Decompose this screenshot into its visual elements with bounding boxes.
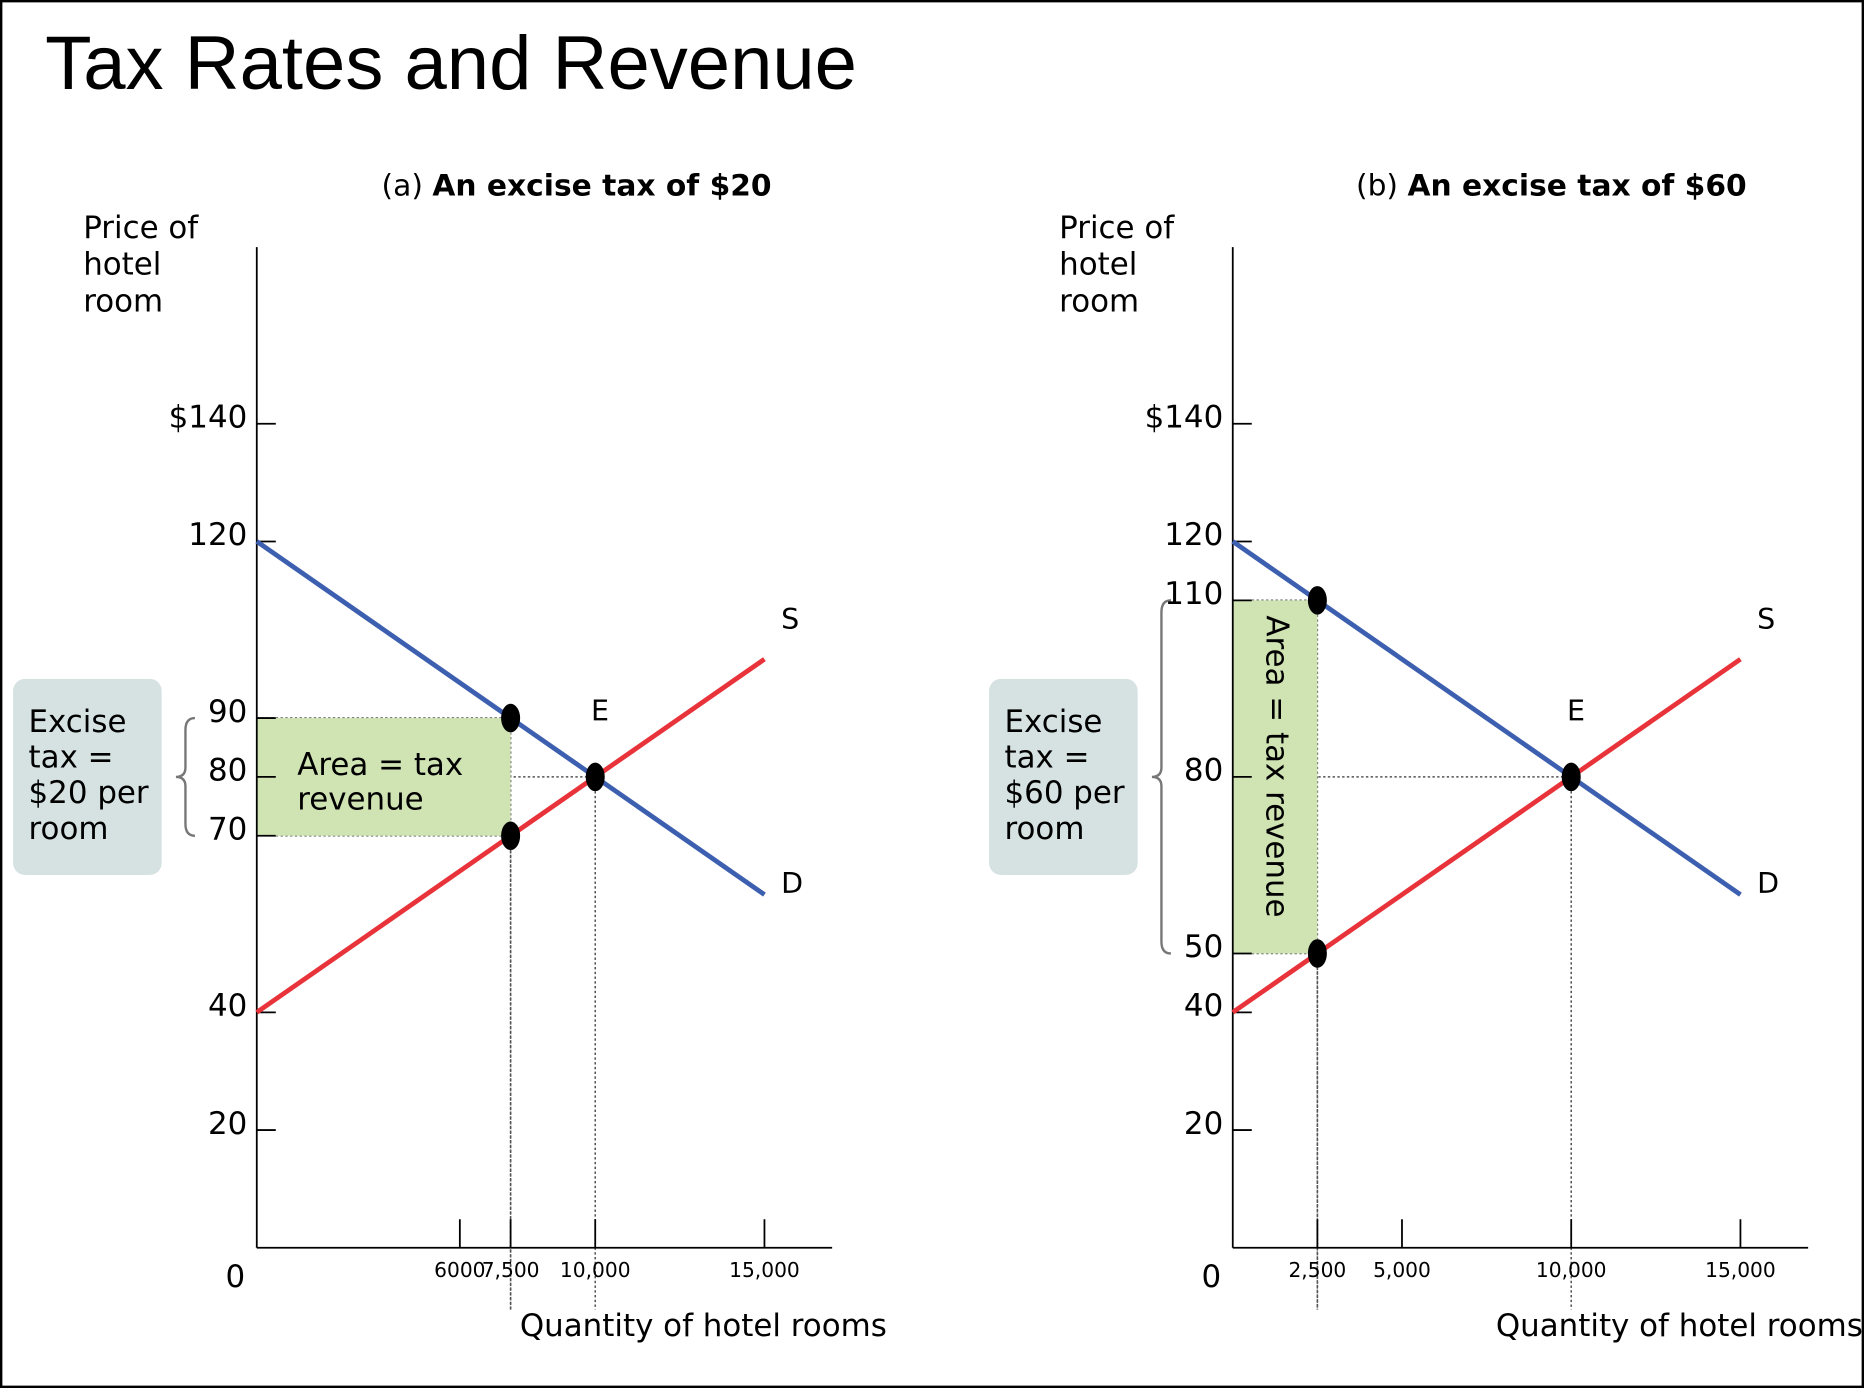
y-tick-label: 70 [208, 812, 247, 848]
x-tick-label: 6000 [434, 1258, 485, 1282]
tax-note: room [29, 811, 109, 847]
point [1307, 939, 1327, 968]
y-tick-label: 80 [1184, 753, 1223, 789]
x-tick-label: 15,000 [1705, 1258, 1776, 1282]
x-tick-label: 5,000 [1373, 1258, 1431, 1282]
y-tick-label: 40 [208, 988, 247, 1024]
tax-note-box [13, 678, 162, 875]
y-axis-label: hotel [83, 247, 161, 283]
tax-note: room [1005, 811, 1085, 847]
tax-note: $20 per [29, 775, 149, 811]
point-label: E [591, 695, 609, 728]
tax-note: Excise [1005, 704, 1103, 740]
x-tick-label: 10,000 [560, 1258, 631, 1282]
point-label: E [1567, 695, 1585, 728]
y-tick-label: 20 [208, 1106, 247, 1142]
tax-note: tax = [1005, 740, 1090, 776]
y-tick-label: 120 [188, 517, 247, 553]
x-tick-label: 2,500 [1288, 1258, 1346, 1282]
x-axis-label: Quantity of hotel rooms [1496, 1308, 1863, 1344]
tax-area [256, 718, 511, 836]
tax-area-label: Area = tax revenue [1259, 615, 1295, 917]
point [1307, 586, 1327, 615]
curve-label: S [1757, 603, 1775, 636]
y-tick-label: 40 [1184, 988, 1223, 1024]
y-tick-label: 80 [208, 753, 247, 789]
tax-note: tax = [29, 740, 114, 776]
brace [175, 716, 196, 837]
y-tick-label: $140 [169, 400, 248, 436]
slide-title: Tax Rates and Revenue [45, 21, 857, 106]
y-tick-label: 90 [208, 694, 247, 730]
tax-note-box [989, 678, 1138, 875]
brace [1151, 599, 1172, 955]
panel-title-text: An excise tax of $20 [432, 168, 771, 203]
origin-label: 0 [1202, 1259, 1222, 1295]
y-tick-label: $140 [1145, 400, 1224, 436]
y-axis-label: room [83, 284, 163, 320]
panel-title-text: An excise tax of $60 [1407, 168, 1746, 203]
y-tick-label: 110 [1164, 576, 1223, 612]
point [501, 703, 521, 733]
y-axis-label: Price of [83, 210, 199, 246]
curve-label: S [781, 603, 799, 636]
y-tick-label: 50 [1184, 929, 1223, 965]
x-tick-label: 7,500 [482, 1258, 540, 1282]
curve-label: D [1757, 867, 1779, 900]
tax-note: Excise [29, 704, 127, 740]
panel-title: (b) An excise tax of $60 [1356, 168, 1747, 203]
y-axis-label: hotel [1059, 247, 1137, 283]
y-axis-label: room [1059, 284, 1139, 320]
panel-title: (a) An excise tax of $20 [382, 168, 772, 203]
panel-title-prefix: (b) [1356, 168, 1398, 203]
panel-title-prefix: (a) [382, 168, 423, 203]
x-tick-label: 10,000 [1536, 1258, 1607, 1282]
tax-area-label: Area = tax [297, 747, 463, 783]
tax-area-label: revenue [297, 781, 424, 817]
curve-label: D [781, 867, 803, 900]
origin-label: 0 [226, 1259, 246, 1295]
point [501, 821, 521, 851]
x-tick-label: 15,000 [729, 1258, 800, 1282]
y-axis-label: Price of [1059, 210, 1175, 246]
point [585, 762, 605, 792]
y-tick-label: 120 [1164, 517, 1223, 553]
y-tick-label: 20 [1184, 1106, 1223, 1142]
x-axis-label: Quantity of hotel rooms [520, 1308, 887, 1344]
tax-note: $60 per [1005, 775, 1125, 811]
point [1561, 762, 1581, 792]
